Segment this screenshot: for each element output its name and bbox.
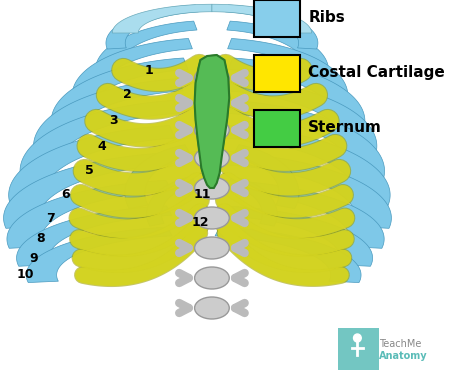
Text: 9: 9 (29, 251, 38, 265)
Polygon shape (4, 153, 173, 228)
Text: 12: 12 (191, 217, 209, 229)
Text: 3: 3 (109, 114, 118, 128)
Text: 11: 11 (193, 189, 211, 201)
Ellipse shape (195, 67, 229, 89)
Ellipse shape (195, 177, 229, 199)
Text: 6: 6 (61, 189, 70, 201)
Polygon shape (222, 153, 392, 228)
Ellipse shape (195, 237, 229, 259)
Polygon shape (226, 100, 384, 182)
Polygon shape (215, 227, 361, 282)
Text: Costal Cartilage: Costal Cartilage (308, 66, 445, 80)
Ellipse shape (195, 147, 229, 169)
Polygon shape (51, 58, 188, 131)
Polygon shape (72, 38, 192, 104)
Text: Ribs: Ribs (308, 10, 345, 26)
Ellipse shape (195, 119, 229, 141)
Text: 8: 8 (36, 232, 45, 246)
Text: Anatomy: Anatomy (379, 351, 427, 361)
Polygon shape (146, 177, 196, 226)
FancyBboxPatch shape (255, 109, 300, 147)
FancyBboxPatch shape (255, 54, 300, 92)
Polygon shape (233, 145, 299, 209)
Polygon shape (227, 21, 328, 78)
Polygon shape (9, 125, 175, 206)
Polygon shape (218, 206, 373, 266)
Text: 4: 4 (98, 140, 107, 152)
Circle shape (354, 334, 361, 342)
Ellipse shape (195, 297, 229, 319)
FancyBboxPatch shape (255, 0, 300, 36)
Text: TeachMe: TeachMe (379, 339, 421, 349)
Text: 1: 1 (145, 64, 154, 76)
Polygon shape (219, 180, 384, 248)
Polygon shape (228, 58, 365, 131)
Polygon shape (195, 55, 229, 188)
Text: 2: 2 (123, 88, 131, 102)
Polygon shape (212, 4, 311, 33)
Polygon shape (195, 55, 229, 188)
Ellipse shape (195, 92, 229, 114)
Polygon shape (125, 145, 191, 209)
Text: Sternum: Sternum (308, 121, 382, 135)
Polygon shape (226, 5, 318, 49)
Text: 5: 5 (85, 165, 94, 177)
Polygon shape (224, 125, 390, 206)
Polygon shape (112, 4, 212, 33)
Polygon shape (26, 227, 172, 282)
Ellipse shape (195, 267, 229, 289)
Polygon shape (228, 38, 348, 104)
Polygon shape (95, 21, 197, 78)
Text: 7: 7 (46, 211, 55, 225)
Polygon shape (20, 100, 179, 182)
Polygon shape (7, 180, 172, 248)
Polygon shape (34, 79, 183, 157)
FancyBboxPatch shape (338, 328, 379, 370)
Polygon shape (106, 5, 198, 49)
Ellipse shape (195, 207, 229, 229)
Text: 10: 10 (16, 268, 34, 282)
Polygon shape (17, 206, 172, 266)
Polygon shape (228, 177, 277, 226)
Polygon shape (227, 79, 377, 157)
